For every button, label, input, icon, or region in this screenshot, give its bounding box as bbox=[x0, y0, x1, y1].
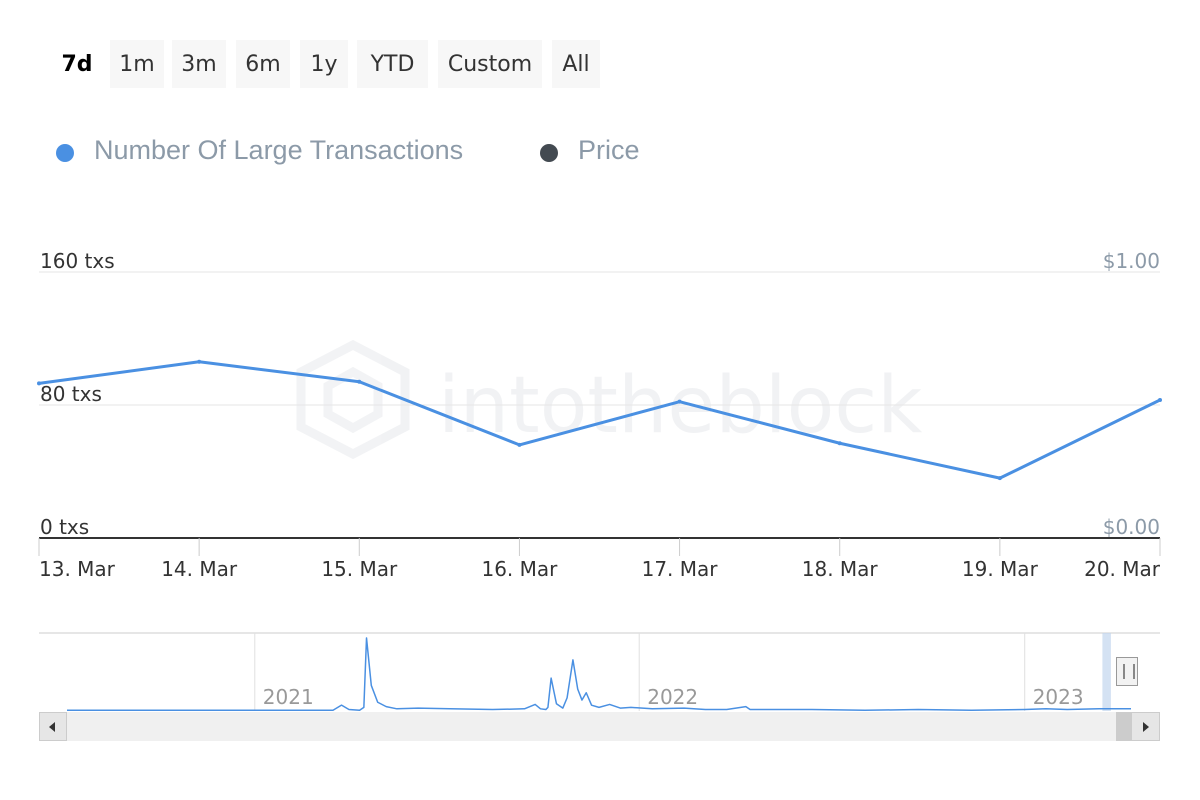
range-button-custom[interactable]: Custom bbox=[438, 40, 542, 88]
series-large-transactions bbox=[37, 359, 1162, 481]
range-button-3m[interactable]: 3m bbox=[172, 40, 226, 88]
y-left-tick-label: 80 txs bbox=[40, 382, 102, 406]
x-tick-label: 16. Mar bbox=[481, 557, 558, 581]
grid bbox=[39, 271, 1160, 539]
grip-icon bbox=[1123, 664, 1135, 679]
data-point bbox=[37, 381, 41, 386]
y-left-tick-label: 0 txs bbox=[40, 515, 89, 539]
y-left-tick-label: 160 txs bbox=[40, 249, 115, 273]
scrollbar-thumb[interactable] bbox=[1116, 712, 1131, 741]
watermark-logo-icon bbox=[296, 339, 410, 460]
data-point bbox=[837, 441, 842, 446]
y-axis-right: $0.00 $1.00 bbox=[1103, 249, 1160, 539]
legend-item-large-transactions[interactable]: Number Of Large Transactions bbox=[52, 128, 522, 172]
chevron-left-icon bbox=[49, 722, 55, 732]
legend-marker-icon bbox=[540, 144, 558, 162]
scroll-right-button[interactable] bbox=[1131, 712, 1160, 741]
scrollbar-track[interactable] bbox=[67, 712, 1131, 741]
data-point bbox=[357, 379, 362, 384]
x-tick-label: 18. Mar bbox=[802, 557, 879, 581]
x-tick-label: 15. Mar bbox=[321, 557, 398, 581]
data-point bbox=[677, 399, 682, 404]
y-axis-left: 0 txs 80 txs 160 txs bbox=[40, 249, 115, 539]
data-point bbox=[197, 359, 202, 364]
x-tick-label: 20. Mar bbox=[1084, 557, 1161, 581]
legend-label: Number Of Large Transactions bbox=[94, 135, 464, 165]
range-button-6m[interactable]: 6m bbox=[236, 40, 290, 88]
range-button-ytd[interactable]: YTD bbox=[357, 40, 428, 88]
x-axis: 13. Mar 14. Mar 15. Mar 16. Mar 17. Mar 18. M… bbox=[38, 538, 1161, 581]
range-button-all[interactable]: All bbox=[552, 40, 600, 88]
range-button-7d[interactable]: 7d bbox=[61, 52, 93, 77]
x-tick-label: 14. Mar bbox=[161, 557, 238, 581]
range-button-1y[interactable]: 1y bbox=[300, 40, 348, 88]
legend-marker-icon bbox=[56, 144, 74, 162]
legend-item-price[interactable]: Price bbox=[536, 128, 646, 172]
range-button-1m[interactable]: 1m bbox=[110, 40, 164, 88]
watermark: intotheblock bbox=[296, 339, 922, 460]
chevron-right-icon bbox=[1143, 722, 1149, 732]
series-line bbox=[38, 360, 1161, 480]
x-tick-label: 17. Mar bbox=[642, 557, 719, 581]
navigator-series-line bbox=[67, 637, 1131, 712]
data-point bbox=[997, 476, 1002, 481]
x-tick-label: 13. Mar bbox=[39, 557, 116, 581]
navigator-year-label: 2021 bbox=[263, 685, 314, 709]
scroll-left-button[interactable] bbox=[39, 712, 67, 741]
navigator-year-label: 2022 bbox=[647, 685, 698, 709]
legend-label: Price bbox=[578, 135, 640, 165]
data-point bbox=[517, 442, 522, 447]
navigator-handle[interactable] bbox=[1116, 657, 1138, 686]
navigator-selection bbox=[1102, 633, 1111, 711]
data-point bbox=[1158, 398, 1162, 403]
navigator-year-label: 2023 bbox=[1033, 685, 1084, 709]
y-right-tick-label: $1.00 bbox=[1103, 249, 1160, 273]
y-right-tick-label: $0.00 bbox=[1103, 515, 1160, 539]
navigator: 2021 2022 2023 bbox=[39, 632, 1160, 712]
x-tick-label: 19. Mar bbox=[962, 557, 1039, 581]
watermark-text: intotheblock bbox=[438, 361, 922, 451]
